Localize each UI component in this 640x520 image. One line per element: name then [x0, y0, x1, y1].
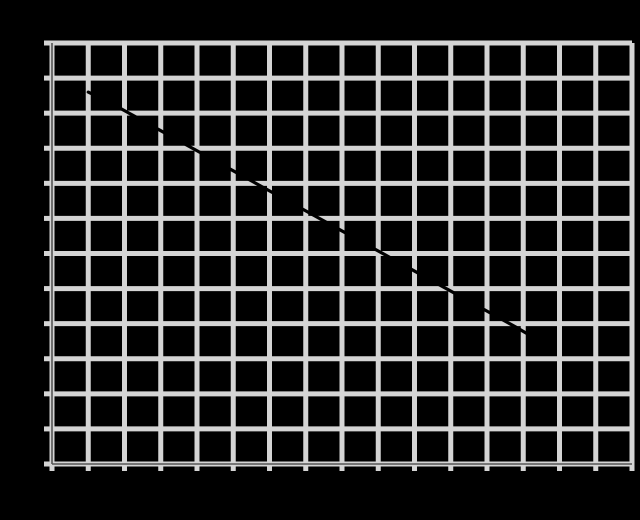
- x-tick-label: 14: [553, 476, 565, 488]
- x-tick-label: 0: [49, 476, 55, 488]
- x-tick-label: 4: [194, 476, 200, 488]
- x-tick-label: 5: [230, 476, 236, 488]
- x-tick-label: 9: [375, 476, 381, 488]
- x-axis-tickmarks: [49, 464, 635, 471]
- y-tick-label: 9: [33, 143, 39, 155]
- y-tick-label: 0: [33, 459, 39, 471]
- data-line-series-1: [86, 90, 536, 340]
- y-tick-label: 8: [33, 178, 39, 190]
- y-tick-label: 5: [33, 284, 39, 296]
- x-tick-label: 6: [266, 476, 272, 488]
- y-axis-tickmarks: [44, 40, 52, 467]
- y-tick-label: 6: [33, 249, 39, 261]
- x-tick-label: 7: [303, 476, 309, 488]
- x-tick-label: 1: [85, 476, 91, 488]
- x-tick-label: 8: [339, 476, 345, 488]
- x-axis-tick-labels: 0 1 2 3 4 5 6 7 8 9 10 11 12 13 14 15 16: [49, 476, 638, 488]
- x-tick-label: 3: [158, 476, 164, 488]
- x-tick-label: 13: [517, 476, 529, 488]
- y-tick-label: 1: [33, 424, 39, 436]
- x-tick-label: 12: [481, 476, 493, 488]
- x-tick-label: 11: [445, 476, 456, 488]
- y-tick-label: 3: [33, 354, 39, 366]
- y-tick-label: 2: [33, 389, 39, 401]
- x-tick-label: 16: [626, 476, 638, 488]
- y-tick-label: 12: [27, 38, 39, 50]
- x-tick-label: 2: [121, 476, 127, 488]
- y-tick-label: 7: [33, 213, 39, 225]
- x-tick-label: 10: [408, 476, 420, 488]
- y-tick-label: 10: [27, 108, 39, 120]
- y-tick-label: 4: [33, 319, 39, 331]
- x-tick-label: 15: [590, 476, 602, 488]
- y-tick-label: 11: [28, 73, 39, 85]
